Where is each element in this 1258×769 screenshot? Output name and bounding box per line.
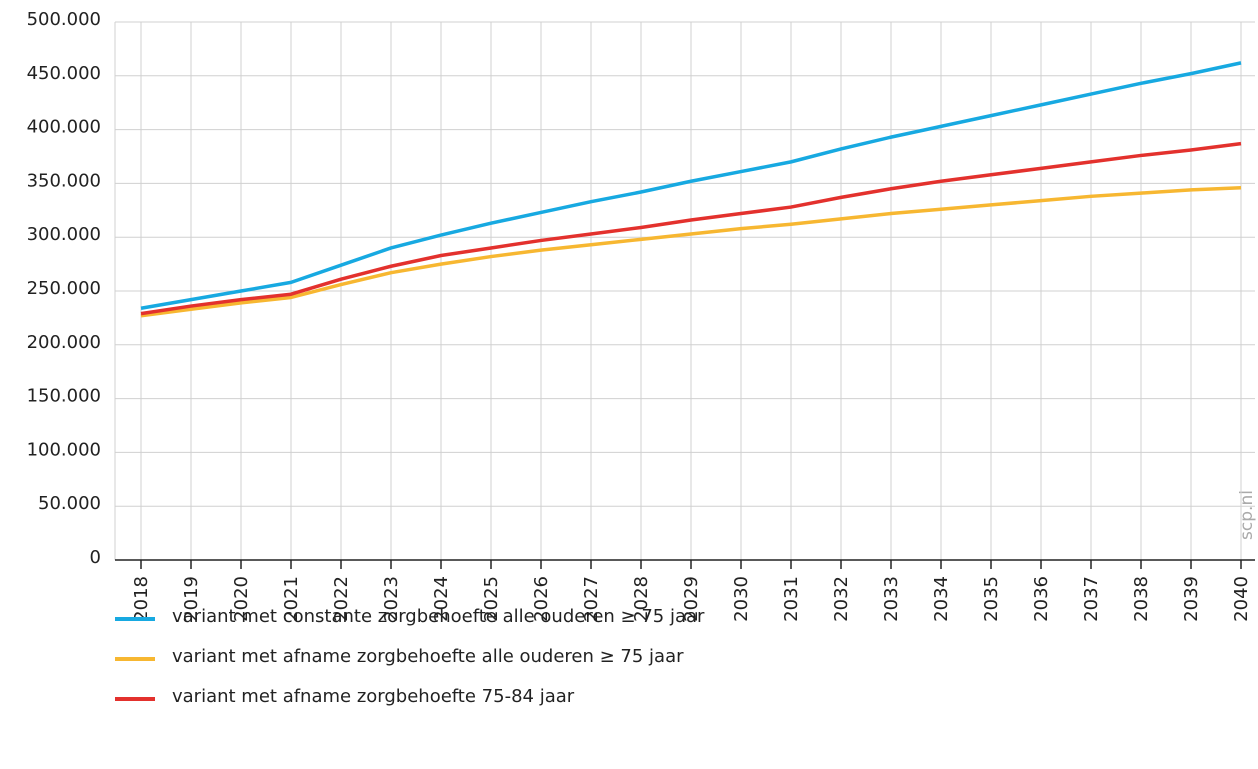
x-tick-label: 2027 xyxy=(581,576,602,622)
y-tick-label: 0 xyxy=(90,547,101,568)
x-tick-label: 2033 xyxy=(881,576,902,622)
x-tick-label: 2018 xyxy=(131,576,152,622)
x-tick-label: 2037 xyxy=(1081,576,1102,622)
x-tick-label: 2021 xyxy=(281,576,302,622)
x-tick-label: 2032 xyxy=(831,576,852,622)
x-tick-label: 2028 xyxy=(631,576,652,622)
x-tick-label: 2036 xyxy=(1031,576,1052,622)
y-tick-label: 350.000 xyxy=(27,170,101,191)
x-tick-label: 2029 xyxy=(681,576,702,622)
x-tick-label: 2026 xyxy=(531,576,552,622)
x-tick-label: 2019 xyxy=(181,576,202,622)
y-tick-label: 50.000 xyxy=(38,493,101,514)
x-tick-label: 2035 xyxy=(981,576,1002,622)
x-tick-label: 2022 xyxy=(331,576,352,622)
x-tick-label: 2023 xyxy=(381,576,402,622)
y-tick-label: 200.000 xyxy=(27,332,101,353)
line-series xyxy=(140,185,1242,318)
legend-label: variant met afname zorgbehoefte alle oud… xyxy=(172,646,684,667)
y-tick-label: 100.000 xyxy=(27,439,101,460)
x-tick-label: 2039 xyxy=(1181,576,1202,622)
source: scp.nl xyxy=(1237,490,1257,540)
line-series xyxy=(140,141,1242,316)
x-tick-label: 2034 xyxy=(931,576,952,622)
x-tick-label: 2030 xyxy=(731,576,752,622)
y-tick-label: 450.000 xyxy=(27,63,101,84)
y-tick-label: 500.000 xyxy=(27,9,101,30)
x-tick-label: 2031 xyxy=(781,576,802,622)
x-tick-label: 2025 xyxy=(481,576,502,622)
y-tick-label: 400.000 xyxy=(27,117,101,138)
y-tick-label: 250.000 xyxy=(27,278,101,299)
legend-label: variant met afname zorgbehoefte 75-84 ja… xyxy=(172,686,575,707)
y-tick-label: 300.000 xyxy=(27,224,101,245)
line-series xyxy=(140,61,1242,310)
y-tick-label: 150.000 xyxy=(27,386,101,407)
x-tick-label: 2040 xyxy=(1231,576,1252,622)
legend-label: variant met constante zorgbehoefte alle … xyxy=(172,606,705,627)
x-tick-label: 2020 xyxy=(231,576,252,622)
x-tick-label: 2024 xyxy=(431,576,452,622)
x-tick-label: 2038 xyxy=(1131,576,1152,622)
